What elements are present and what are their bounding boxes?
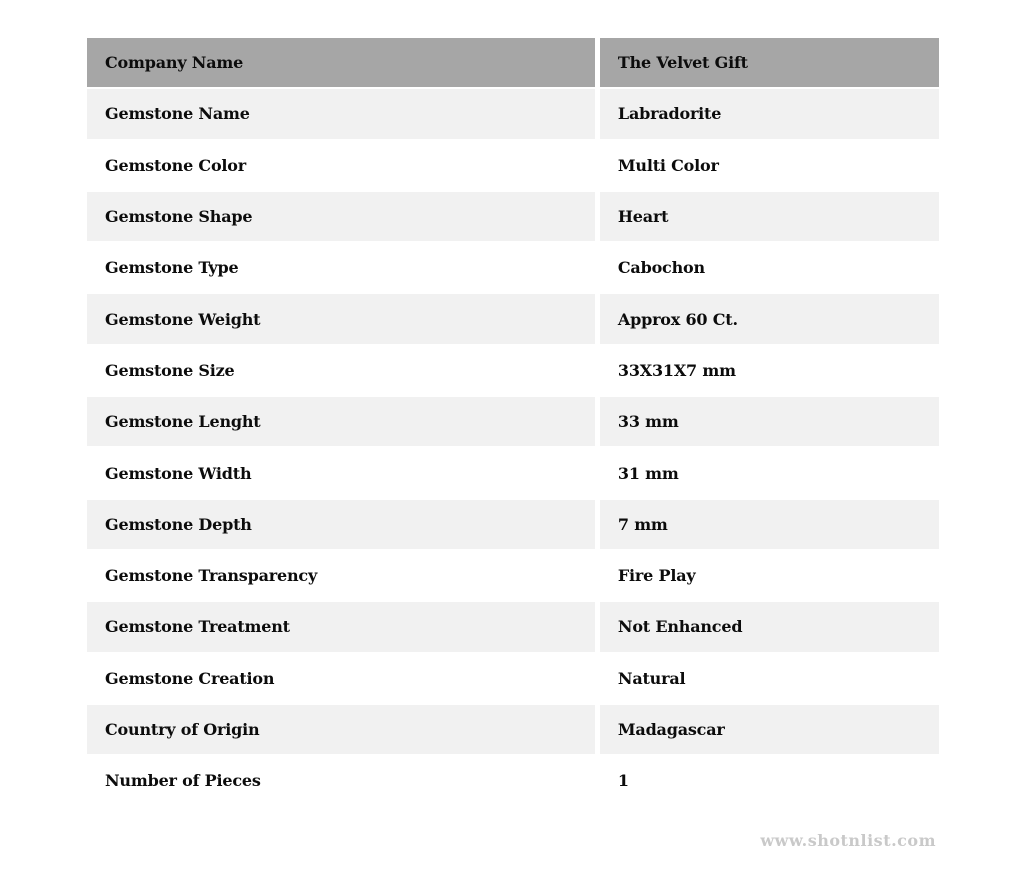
table-row: Gemstone Type Cabochon bbox=[87, 243, 939, 295]
row-label: Gemstone Color bbox=[87, 140, 600, 192]
table-row: Gemstone Depth 7 mm bbox=[87, 499, 939, 551]
row-value: Fire Play bbox=[599, 550, 939, 603]
row-label: Gemstone Lenght bbox=[87, 397, 600, 449]
table-row: Country of Origin Madagascar bbox=[87, 704, 939, 757]
row-value: Approx 60 Ct. bbox=[599, 294, 939, 346]
header-value-cell: The Velvet Gift bbox=[599, 38, 939, 90]
row-value: Madagascar bbox=[599, 704, 939, 757]
table-row: Gemstone Width 31 mm bbox=[87, 448, 939, 500]
table-row: Gemstone Shape Heart bbox=[87, 191, 939, 244]
row-label: Gemstone Weight bbox=[87, 294, 600, 346]
row-label: Gemstone Treatment bbox=[87, 602, 600, 654]
row-label: Gemstone Transparency bbox=[87, 550, 600, 603]
row-value: 33X31X7 mm bbox=[599, 345, 939, 398]
row-label: Gemstone Name bbox=[87, 89, 600, 141]
row-value: Natural bbox=[599, 653, 939, 705]
row-value: Not Enhanced bbox=[599, 602, 939, 654]
row-value: Cabochon bbox=[599, 243, 939, 295]
row-label: Gemstone Type bbox=[87, 243, 600, 295]
table-header-row: Company Name The Velvet Gift bbox=[87, 38, 939, 90]
gemstone-spec-table: Company Name The Velvet Gift Gemstone Na… bbox=[87, 38, 939, 808]
row-label: Gemstone Depth bbox=[87, 499, 600, 551]
table-row: Number of Pieces 1 bbox=[87, 756, 939, 808]
gemstone-spec-table-container: Company Name The Velvet Gift Gemstone Na… bbox=[87, 38, 939, 808]
row-label: Country of Origin bbox=[87, 704, 600, 757]
table-row: Gemstone Lenght 33 mm bbox=[87, 397, 939, 449]
row-value: 33 mm bbox=[599, 397, 939, 449]
table-row: Gemstone Transparency Fire Play bbox=[87, 550, 939, 603]
row-value: 31 mm bbox=[599, 448, 939, 500]
table-row: Gemstone Weight Approx 60 Ct. bbox=[87, 294, 939, 346]
row-value: 7 mm bbox=[599, 499, 939, 551]
table-row: Gemstone Size 33X31X7 mm bbox=[87, 345, 939, 398]
row-value: Multi Color bbox=[599, 140, 939, 192]
row-label: Number of Pieces bbox=[87, 756, 600, 808]
row-label: Gemstone Shape bbox=[87, 191, 600, 244]
row-value: 1 bbox=[599, 756, 939, 808]
watermark-text: www.shotnlist.com bbox=[760, 831, 936, 850]
row-value: Labradorite bbox=[599, 89, 939, 141]
row-label: Gemstone Size bbox=[87, 345, 600, 398]
table-row: Gemstone Treatment Not Enhanced bbox=[87, 602, 939, 654]
table-row: Gemstone Color Multi Color bbox=[87, 140, 939, 192]
row-value: Heart bbox=[599, 191, 939, 244]
table-row: Gemstone Name Labradorite bbox=[87, 89, 939, 141]
header-label-cell: Company Name bbox=[87, 38, 600, 90]
table-row: Gemstone Creation Natural bbox=[87, 653, 939, 705]
row-label: Gemstone Creation bbox=[87, 653, 600, 705]
row-label: Gemstone Width bbox=[87, 448, 600, 500]
